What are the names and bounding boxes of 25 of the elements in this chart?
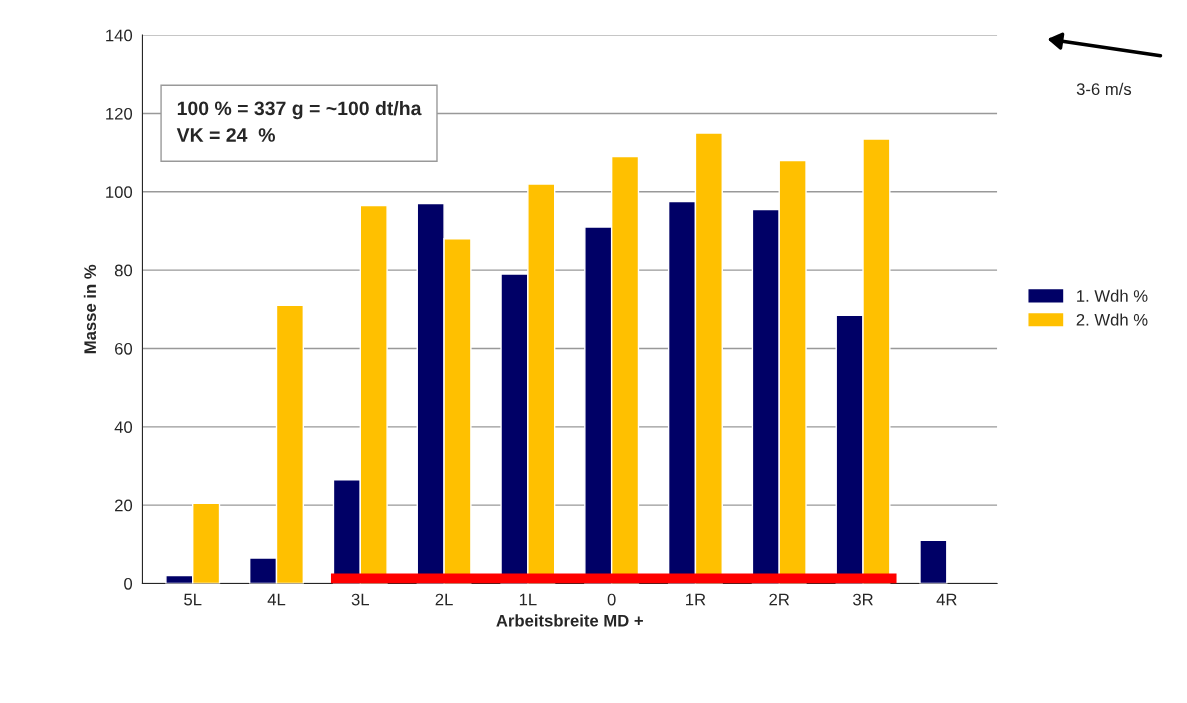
- y-tick-label: 0: [124, 577, 133, 590]
- y-tick-label: 60: [115, 342, 133, 355]
- y-axis-title: Masse in %: [83, 264, 97, 354]
- x-tick-label: 3L: [351, 593, 370, 606]
- text: 3-6 m/s: [1076, 82, 1132, 96]
- x-tick-label: 1L: [519, 593, 537, 606]
- x-tick-label: 1R: [686, 593, 706, 606]
- x-tick-label: 3R: [853, 593, 873, 606]
- y-tick-label: 80: [114, 264, 133, 277]
- x-tick-label: 2R: [769, 593, 790, 606]
- x-tick-label: 0: [607, 593, 616, 606]
- x-tick-label: 5L: [184, 593, 202, 606]
- x-tick-label: 4R: [936, 593, 957, 606]
- annotation: 100 % = 337 g = ~100 dt/ha VK = 24 %: [176, 100, 422, 142]
- x-axis-title: Arbeitsbreite MD +: [496, 614, 643, 627]
- x-tick-label: 4L: [267, 593, 286, 606]
- y-tick-label: 140: [106, 29, 133, 42]
- y-tick-label: 100: [106, 186, 133, 199]
- y-tick-label: 20: [115, 499, 133, 512]
- bar: [919, 539, 948, 584]
- y-tick-label: 40: [114, 421, 133, 434]
- legend-label: 2. Wdh %: [1076, 313, 1148, 326]
- x-tick-label: 2L: [435, 593, 453, 606]
- y-tick-label: 120: [106, 107, 133, 120]
- legend-label: 1. Wdh %: [1077, 289, 1148, 302]
